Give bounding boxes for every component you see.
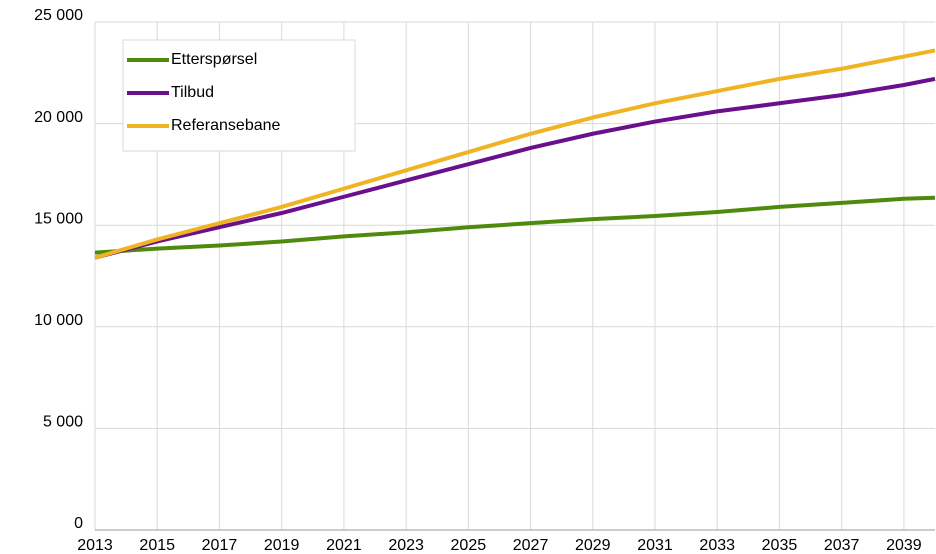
x-tick-label: 2039: [886, 537, 922, 554]
x-tick-label: 2031: [637, 537, 673, 554]
y-tick-label: 0: [74, 515, 83, 532]
x-tick-label: 2015: [139, 537, 175, 554]
x-tick-label: 2029: [575, 537, 611, 554]
legend-label: Tilbud: [171, 84, 214, 101]
x-tick-label: 2037: [824, 537, 860, 554]
x-tick-label: 2021: [326, 537, 362, 554]
x-tick-label: 2023: [388, 537, 424, 554]
x-tick-label: 2027: [513, 537, 549, 554]
series-line: [94, 48, 936, 260]
x-tick-label: 2035: [762, 537, 798, 554]
y-tick-label: 5 000: [43, 414, 83, 431]
x-tick-label: 2025: [451, 537, 487, 554]
x-tick-label: 2013: [77, 537, 113, 554]
x-tick-label: 2019: [264, 537, 300, 554]
series-line: [94, 76, 936, 260]
y-tick-label: 15 000: [34, 210, 83, 227]
series-line: [94, 195, 936, 255]
legend-label: Etterspørsel: [171, 51, 257, 68]
y-tick-label: 10 000: [34, 312, 83, 329]
y-tick-label: 25 000: [34, 7, 83, 24]
legend-label: Referansebane: [171, 117, 281, 134]
x-tick-label: 2017: [202, 537, 238, 554]
y-tick-label: 20 000: [34, 109, 83, 126]
x-tick-label: 2033: [699, 537, 735, 554]
